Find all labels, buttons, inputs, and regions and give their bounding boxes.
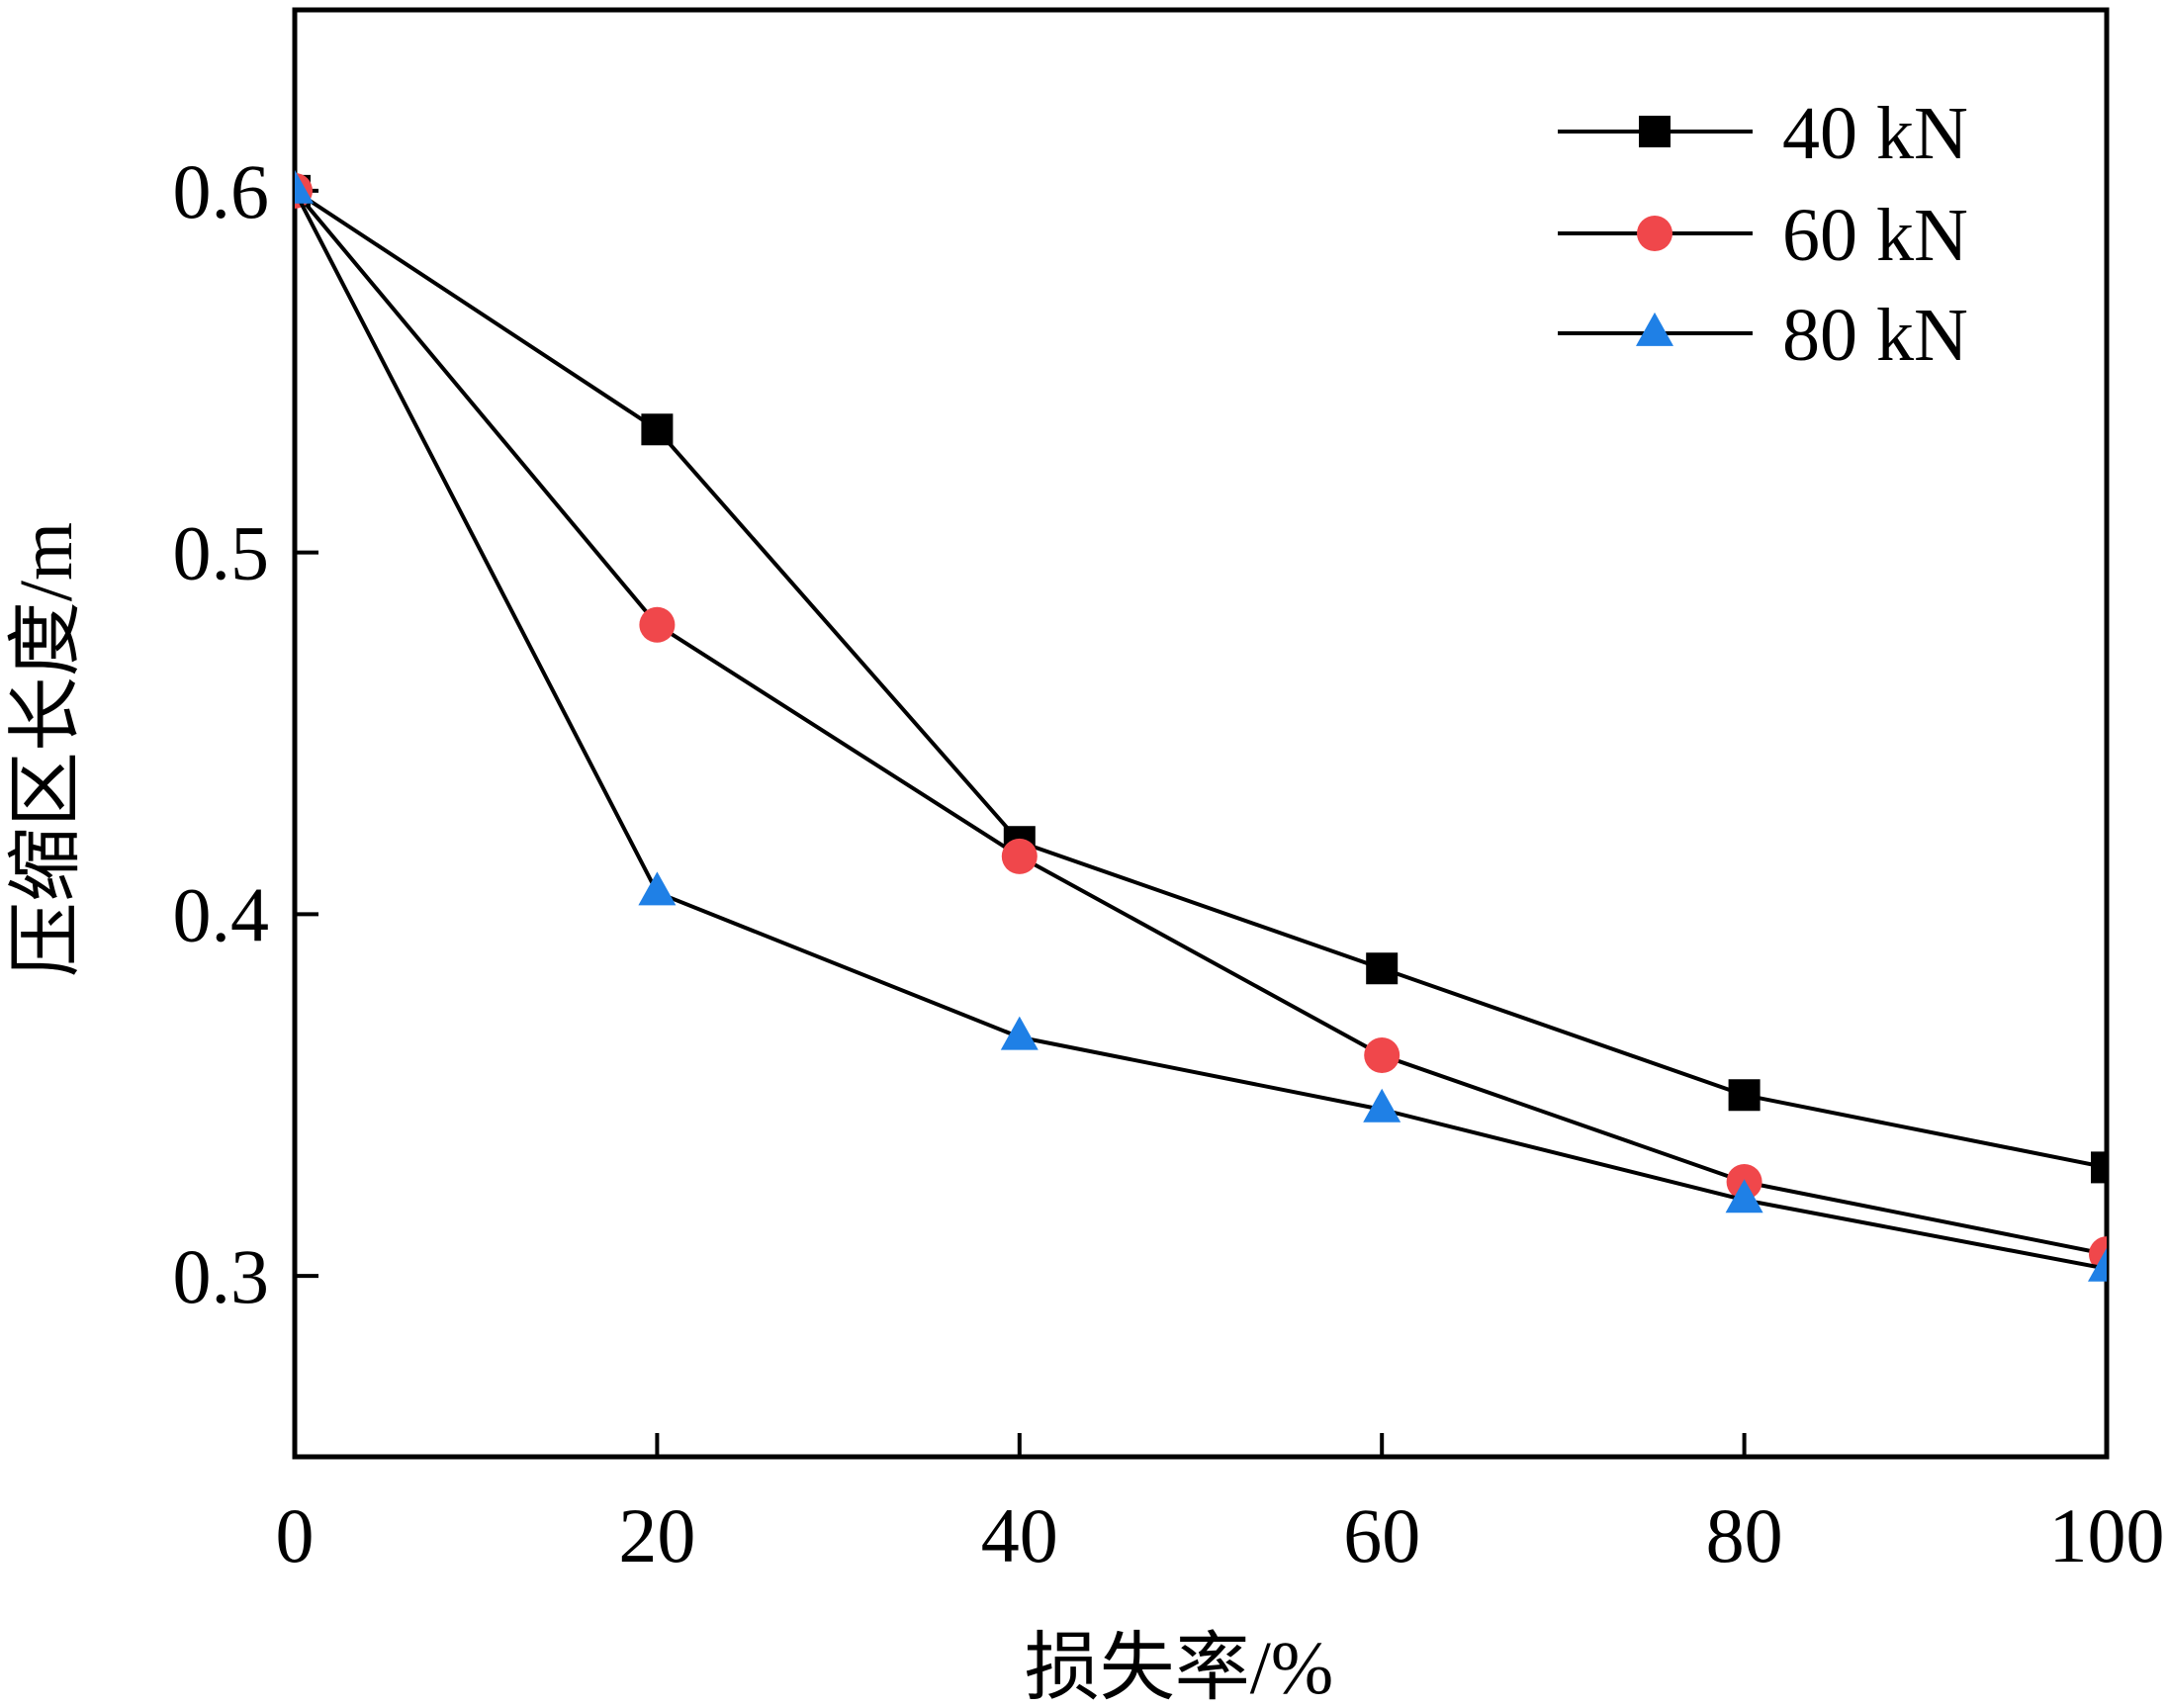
x-tick-label: 100 bbox=[2049, 1492, 2165, 1578]
legend-item: 80 kN bbox=[1558, 294, 1968, 377]
data-point bbox=[1366, 952, 1399, 985]
legend-label: 60 kN bbox=[1782, 194, 1968, 277]
y-tick-label: 0.6 bbox=[173, 148, 270, 234]
series-layer bbox=[295, 169, 2107, 1282]
legend-label: 40 kN bbox=[1782, 92, 1968, 175]
data-point bbox=[639, 606, 676, 643]
y-tick-label: 0.4 bbox=[173, 871, 270, 957]
data-point bbox=[638, 871, 677, 906]
plot-frame bbox=[292, 7, 2110, 1460]
series-40-kn bbox=[295, 174, 2107, 1184]
data-point bbox=[1363, 1088, 1401, 1123]
x-tick-label: 20 bbox=[618, 1492, 695, 1578]
data-point bbox=[2091, 1151, 2107, 1184]
series-line bbox=[295, 189, 2107, 1257]
data-point bbox=[1725, 1179, 1763, 1214]
data-point bbox=[2088, 1247, 2107, 1282]
data-point bbox=[1728, 1079, 1761, 1112]
legend-label: 80 kN bbox=[1782, 294, 1968, 377]
legend-item: 60 kN bbox=[1558, 194, 1968, 277]
x-tick-label: 40 bbox=[981, 1492, 1058, 1578]
legend-marker bbox=[1636, 312, 1673, 346]
x-tick-label: 60 bbox=[1343, 1492, 1420, 1578]
data-point bbox=[1001, 838, 1038, 874]
axes: 0 20 40 60 80 100 0.3 0.4 0.5 0.6 bbox=[173, 7, 2165, 1578]
data-point bbox=[1364, 1037, 1400, 1074]
x-tick-label: 0 bbox=[276, 1492, 315, 1578]
legend: 40 kN 60 kN 80 kN bbox=[1558, 92, 1968, 377]
data-point bbox=[641, 413, 674, 446]
legend-marker bbox=[1639, 116, 1671, 147]
data-point bbox=[1000, 1016, 1039, 1050]
x-tick-label: 80 bbox=[1706, 1492, 1783, 1578]
series-line bbox=[295, 189, 2107, 1271]
x-axis-title: 损失率/% bbox=[1025, 1627, 1333, 1703]
legend-item: 40 kN bbox=[1558, 92, 1968, 175]
y-tick-label: 0.3 bbox=[173, 1233, 270, 1319]
series-80-kn bbox=[295, 169, 2107, 1282]
y-tick-label: 0.5 bbox=[173, 510, 270, 596]
legend-marker bbox=[1637, 216, 1672, 251]
y-axis-title: 压缩区长度/m bbox=[5, 522, 88, 977]
data-point bbox=[295, 169, 314, 204]
series-line bbox=[295, 189, 2107, 1170]
